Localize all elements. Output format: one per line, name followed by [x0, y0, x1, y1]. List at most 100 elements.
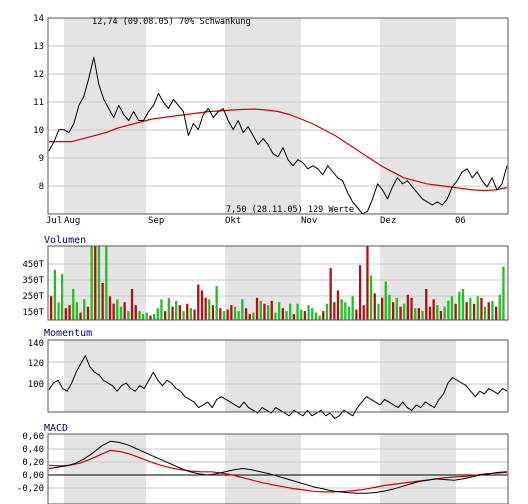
- price-y-tick-9: 9: [39, 154, 44, 164]
- macd-frame: [47, 433, 509, 504]
- volume-bar: [403, 303, 406, 320]
- volume-bar: [414, 308, 417, 320]
- volume-bar: [149, 315, 152, 320]
- volume-bar: [79, 312, 82, 320]
- x-label-06: 06: [455, 216, 466, 226]
- volume-bar: [480, 297, 483, 320]
- macd-y-axis: 0,60 0,40 0,20 0,00 -0,20: [17, 432, 44, 494]
- volume-bar: [186, 303, 189, 320]
- volume-bar: [105, 246, 108, 320]
- volume-bar: [333, 302, 336, 320]
- volume-bar: [160, 299, 163, 320]
- volume-bar: [61, 274, 64, 320]
- volume-bar: [399, 306, 402, 320]
- volume-bar: [388, 294, 391, 320]
- price-average-line: [49, 108, 508, 192]
- volume-bar: [469, 297, 472, 320]
- high-annotation: 12,74 (09.08.05) 70% Schwankung: [92, 17, 251, 27]
- x-label-aug: Aug: [64, 216, 80, 226]
- volume-bar: [116, 299, 119, 320]
- momentum-y-tick-100: 100: [28, 380, 44, 390]
- volume-bar: [307, 305, 310, 320]
- volume-bar: [64, 308, 67, 320]
- x-label-sep: Sep: [148, 216, 164, 226]
- price-x-axis: Jul Aug Sep Okt Nov Dez 06: [46, 216, 466, 226]
- price-y-axis: 14 13 12 11 10 9 8: [33, 14, 44, 192]
- volume-bar: [171, 306, 174, 320]
- volume-bars: [50, 246, 505, 320]
- volume-bar: [50, 296, 53, 320]
- volume-bar: [83, 299, 86, 320]
- volume-bar: [458, 291, 461, 320]
- volume-bar: [197, 284, 200, 320]
- volume-bar: [119, 306, 123, 320]
- macd-gridlines: [48, 448, 508, 489]
- volume-bar: [311, 308, 314, 320]
- price-y-tick-14: 14: [33, 14, 44, 24]
- volume-bar: [97, 246, 101, 320]
- price-y-tick-10: 10: [33, 126, 44, 136]
- price-frame: [47, 17, 509, 215]
- volume-bar: [322, 311, 325, 320]
- momentum-lines: [48, 355, 508, 419]
- volume-bar: [483, 306, 487, 320]
- volume-y-tick-450: 450T: [22, 260, 44, 270]
- band-aug: [64, 18, 146, 214]
- momentum-y-tick-140: 140: [28, 339, 44, 349]
- volume-bar: [108, 296, 112, 320]
- volume-bar: [428, 306, 432, 320]
- volume-bar: [211, 305, 215, 320]
- volume-bar: [292, 314, 295, 320]
- volume-bar: [329, 268, 332, 320]
- volume-gridlines: [48, 263, 508, 297]
- volume-bar: [314, 312, 318, 320]
- momentum-band-dez: [380, 340, 456, 412]
- volume-bar: [318, 315, 321, 320]
- volume-bar: [222, 311, 226, 320]
- volume-bar: [145, 312, 148, 320]
- volume-y-axis: 450T 350T 250T 150T: [22, 260, 44, 318]
- momentum-line: [48, 355, 508, 419]
- volume-bar: [255, 297, 259, 320]
- band-dez: [380, 18, 456, 214]
- volume-bar: [472, 303, 476, 320]
- volume-bar: [68, 305, 71, 320]
- macd-y-tick-neg020: -0,20: [17, 484, 44, 494]
- volume-bar: [461, 288, 465, 320]
- x-label-dez: Dez: [380, 216, 396, 226]
- volume-bar: [204, 297, 207, 320]
- volume-bar: [425, 288, 428, 320]
- macd-y-tick-060: 0,60: [22, 432, 44, 442]
- volume-bar: [263, 303, 266, 320]
- volume-bar: [53, 269, 56, 320]
- volume-bar: [90, 246, 93, 320]
- price-series-line: [48, 56, 508, 215]
- volume-bar: [175, 300, 178, 320]
- volume-y-tick-250: 250T: [22, 292, 44, 302]
- volume-bar: [208, 299, 211, 320]
- band-okt: [225, 18, 301, 214]
- momentum-band-okt: [225, 340, 301, 412]
- momentum-title: Momentum: [44, 328, 92, 339]
- macd-y-tick-040: 0,40: [22, 445, 44, 455]
- price-y-tick-11: 11: [33, 98, 44, 108]
- volume-bar: [75, 302, 78, 320]
- volume-bar: [237, 311, 240, 320]
- volume-bar: [289, 303, 292, 320]
- volume-bar: [259, 300, 262, 320]
- volume-bar: [244, 308, 248, 320]
- volume-bar: [241, 299, 244, 320]
- volume-bar: [296, 303, 299, 320]
- volume-frame: [47, 245, 509, 321]
- volume-bar: [392, 302, 395, 320]
- price-y-tick-13: 13: [33, 42, 44, 52]
- price-gridlines: [48, 45, 508, 187]
- volume-bar: [502, 266, 505, 320]
- volume-bar: [86, 306, 90, 320]
- volume-bar: [178, 305, 181, 320]
- volume-bar: [381, 297, 384, 320]
- volume-bar: [164, 311, 167, 320]
- volume-bar: [417, 308, 420, 320]
- volume-bar: [450, 296, 454, 320]
- volume-bar: [167, 297, 170, 320]
